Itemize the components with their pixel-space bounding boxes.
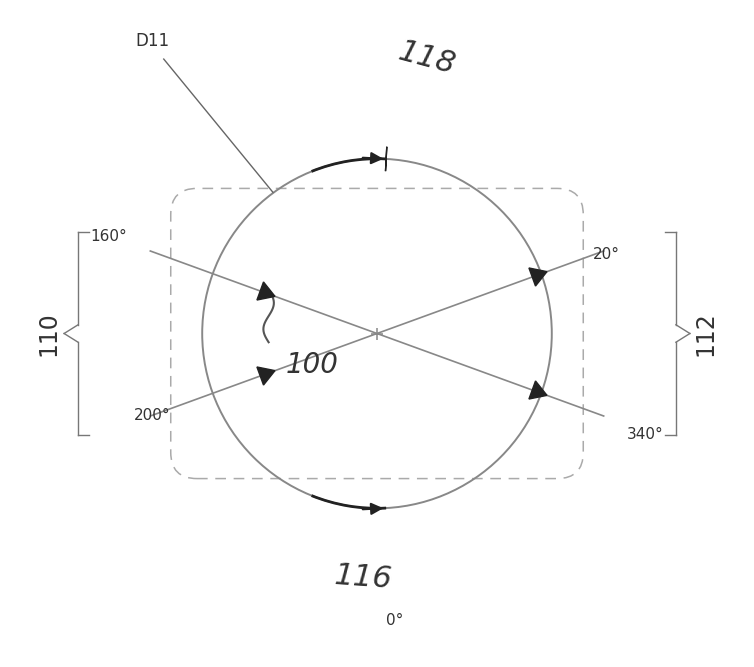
Text: D11: D11 — [136, 32, 170, 50]
Text: 116: 116 — [333, 561, 393, 594]
Polygon shape — [257, 367, 275, 385]
Text: 118: 118 — [394, 37, 458, 80]
Text: 200°: 200° — [134, 408, 170, 423]
Text: 112: 112 — [694, 311, 718, 356]
Text: 100: 100 — [286, 351, 339, 379]
Text: 20°: 20° — [593, 247, 620, 262]
Polygon shape — [257, 282, 275, 300]
Text: 160°: 160° — [90, 229, 127, 244]
Polygon shape — [385, 147, 387, 171]
Text: 110: 110 — [36, 311, 60, 356]
Text: 0°: 0° — [386, 613, 403, 628]
Polygon shape — [529, 268, 547, 286]
Text: 340°: 340° — [627, 427, 664, 442]
Polygon shape — [529, 381, 547, 399]
